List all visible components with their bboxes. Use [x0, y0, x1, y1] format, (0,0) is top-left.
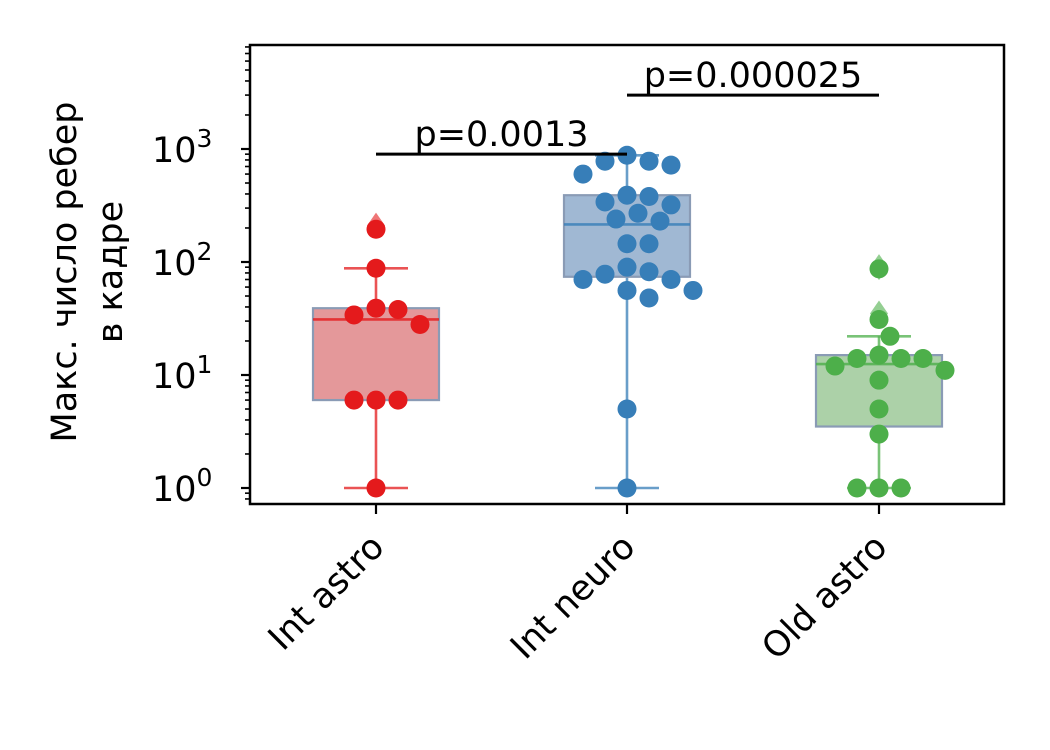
- y-axis-label: Макс. число ребер в кадре: [45, 102, 131, 443]
- y-axis-ticks: 100 101 102 103: [152, 124, 250, 510]
- data-point: [617, 399, 637, 419]
- p-value-label: p=0.000025: [644, 56, 863, 96]
- data-point: [661, 155, 681, 175]
- data-point: [344, 390, 364, 410]
- data-point: [617, 185, 637, 205]
- data-point: [650, 211, 670, 231]
- data-point: [639, 262, 659, 282]
- data-point: [869, 345, 889, 365]
- data-point: [683, 280, 703, 300]
- y-tick-label: 102: [152, 237, 212, 284]
- data-point: [869, 370, 889, 390]
- data-point: [661, 270, 681, 290]
- data-point: [891, 348, 911, 368]
- data-point: [573, 270, 593, 290]
- data-point: [935, 360, 955, 380]
- data-point: [639, 186, 659, 206]
- data-point: [825, 356, 845, 376]
- data-point: [869, 309, 889, 329]
- data-point: [628, 203, 648, 223]
- data-point: [344, 305, 364, 325]
- data-point: [617, 280, 637, 300]
- data-point: [617, 478, 637, 498]
- x-tick-label: Int astro: [261, 527, 392, 658]
- data-point: [617, 257, 637, 277]
- data-point: [847, 348, 867, 368]
- data-point: [606, 209, 626, 229]
- x-tick-label: Old astro: [755, 527, 896, 668]
- data-point: [869, 478, 889, 498]
- data-point: [595, 192, 615, 212]
- y-tick-label: 101: [152, 350, 212, 397]
- data-point: [869, 259, 889, 279]
- data-point: [639, 151, 659, 171]
- data-point: [366, 258, 386, 278]
- data-point: [639, 288, 659, 308]
- data-point: [869, 399, 889, 419]
- x-tick-label: Int neuro: [503, 527, 643, 667]
- points: [344, 145, 955, 498]
- p-value-label: p=0.0013: [414, 115, 588, 155]
- significance-annotations: p=0.0013 p=0.000025: [376, 56, 879, 156]
- y-axis-label-line-1: Макс. число ребер: [45, 102, 85, 443]
- x-axis-ticks: Int astro Int neuro Old astro: [261, 504, 895, 668]
- y-tick-label: 103: [152, 124, 212, 171]
- data-point: [366, 298, 386, 318]
- data-point: [388, 390, 408, 410]
- data-point: [639, 234, 659, 254]
- data-point: [617, 234, 637, 254]
- data-point: [573, 164, 593, 184]
- plot-frame: [248, 43, 1006, 506]
- data-point: [595, 151, 615, 171]
- y-tick-label: 100: [152, 463, 212, 510]
- data-point: [410, 314, 430, 334]
- data-point: [595, 264, 615, 284]
- data-point: [891, 478, 911, 498]
- data-point: [913, 348, 933, 368]
- data-point: [388, 299, 408, 319]
- y-axis-label-line-2: в кадре: [91, 201, 131, 343]
- data-point: [869, 424, 889, 444]
- data-point: [366, 478, 386, 498]
- data-point: [880, 326, 900, 346]
- data-point: [366, 219, 386, 239]
- data-point: [847, 478, 867, 498]
- data-point: [661, 195, 681, 215]
- data-point: [366, 390, 386, 410]
- boxes: [311, 153, 944, 490]
